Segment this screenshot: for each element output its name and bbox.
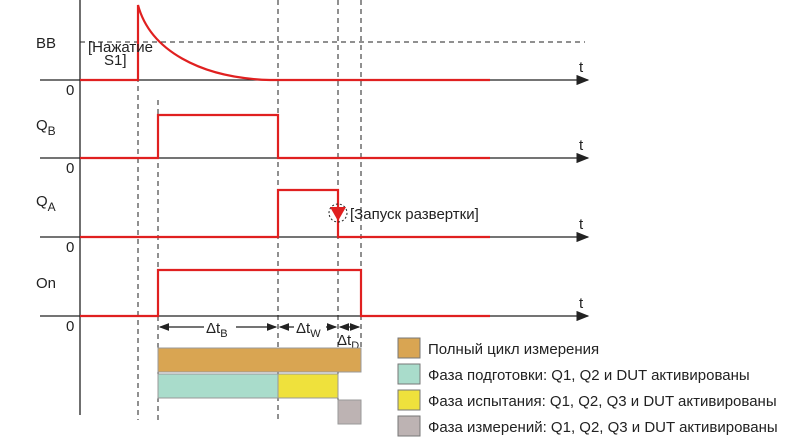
press-note: S1] [104,52,127,69]
zero-label: 0 [66,318,74,335]
interval-label: ΔtD [337,332,359,352]
label-bg [294,318,326,336]
phase-full [157,347,362,373]
signal-qa [80,188,490,239]
zero-label: 0 [66,160,74,177]
intervals: ΔtB ΔtW ΔtD [158,318,361,352]
signal-label: QB [36,117,56,138]
sweep-marker [328,203,348,223]
signal-bb [80,4,490,82]
phase-measure [337,399,362,425]
zero-label: 0 [66,239,74,256]
signal-label: On [36,275,56,292]
t-label: t [579,137,584,154]
signal-name: BB [36,35,56,52]
t-label: t [579,295,584,312]
legend: Полный цикл измерения Фаза подготовки: Q… [397,337,778,437]
signal-label: QA [36,193,56,214]
signal-label: BB [36,35,56,52]
interval-subscript: B [220,328,227,340]
label-bg [204,318,236,336]
legend-swatch [397,389,421,411]
phase-bars [157,347,362,425]
legend-swatch [397,363,421,385]
phase-test [277,373,339,399]
signal-name: Q [36,193,48,210]
press-note: [Нажатие [88,39,153,56]
legend-swatch [397,415,421,437]
sweep-note: [Запуск развертки] [350,206,479,223]
interval-label: ΔtB [206,320,228,340]
interval-subscript: D [351,340,359,352]
interval-text: Δt [206,320,221,337]
legend-swatch [397,337,421,359]
signal-subscript: B [48,124,56,138]
signal-on [80,268,490,318]
signal-name: On [36,275,56,292]
zero-label: 0 [66,82,74,99]
legend-label: Фаза испытания: Q1, Q2, Q3 и DUT активир… [428,393,777,410]
interval-text: Δt [337,332,352,349]
interval-text: Δt [296,320,311,337]
legend-label: Фаза измерений: Q1, Q2, Q3 и DUT активир… [428,419,778,436]
legend-label: Фаза подготовки: Q1, Q2 и DUT активирова… [428,367,750,384]
phase-prep [157,373,279,399]
t-label: t [579,59,584,76]
interval-subscript: W [310,328,321,340]
signal-name: Q [36,117,48,134]
legend-label: Полный цикл измерения [428,341,599,358]
signal-qb [80,113,490,160]
signal-subscript: A [48,200,56,214]
t-label: t [579,216,584,233]
interval-label: ΔtW [296,320,321,340]
